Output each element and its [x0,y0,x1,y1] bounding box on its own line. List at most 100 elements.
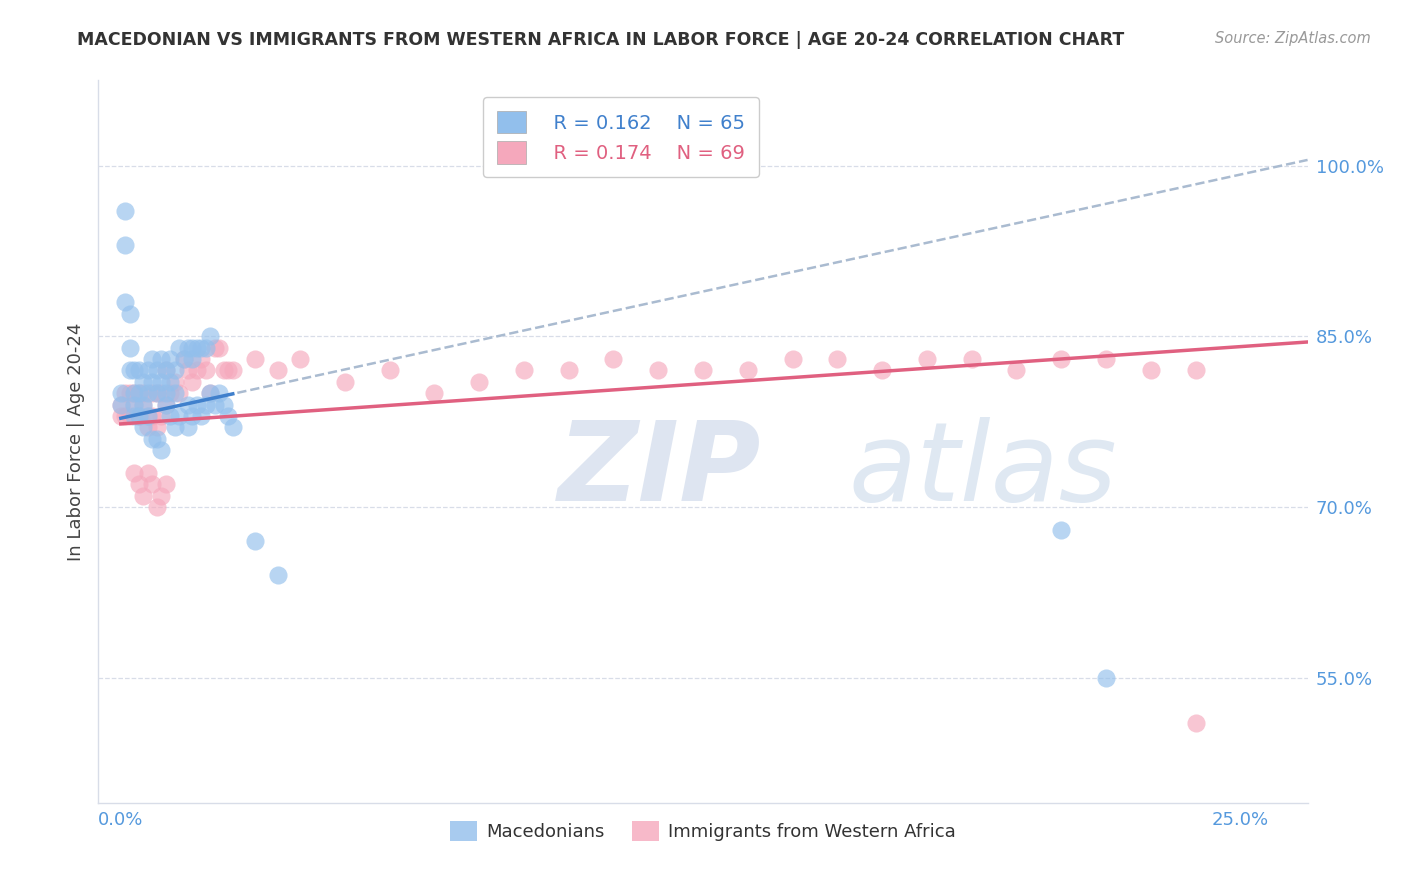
Point [150,409,173,423]
Point [181,375,204,389]
Point [200,329,222,343]
Point [163,375,186,389]
Text: ZIP: ZIP [558,417,762,524]
Point [128,386,150,401]
Point [204,398,226,412]
Point [1005,363,1028,377]
Point [1095,671,1118,685]
Point [159,386,181,401]
Point [468,375,491,389]
Point [186,398,208,412]
Point [266,568,288,582]
Point [114,386,136,401]
Point [132,489,155,503]
Point [513,363,536,377]
Point [136,466,159,480]
Point [136,409,159,423]
Text: atlas: atlas [848,417,1116,524]
Point [1050,523,1073,537]
Point [141,409,163,423]
Point [150,375,173,389]
Point [145,500,167,514]
Point [870,363,893,377]
Point [155,398,177,412]
Point [145,386,167,401]
Point [128,363,150,377]
Point [110,409,132,423]
Point [118,306,141,320]
Point [186,341,208,355]
Point [150,386,173,401]
Point [177,398,200,412]
Point [190,409,212,423]
Point [1184,716,1206,731]
Point [150,443,173,458]
Y-axis label: In Labor Force | Age 20-24: In Labor Force | Age 20-24 [66,322,84,561]
Point [190,352,212,367]
Point [132,386,155,401]
Point [122,398,145,412]
Point [167,409,190,423]
Point [212,363,235,377]
Point [155,386,177,401]
Point [110,386,132,401]
Point [915,352,938,367]
Point [118,341,141,355]
Point [960,352,983,367]
Point [114,295,136,310]
Point [181,409,204,423]
Point [200,386,222,401]
Point [423,386,446,401]
Point [1050,352,1073,367]
Point [204,341,226,355]
Point [141,386,163,401]
Point [128,409,150,423]
Point [217,363,239,377]
Point [155,477,177,491]
Point [827,352,849,367]
Point [122,466,145,480]
Point [212,398,235,412]
Point [181,341,204,355]
Point [692,363,714,377]
Point [737,363,759,377]
Point [159,352,181,367]
Point [208,341,231,355]
Point [122,363,145,377]
Point [128,477,150,491]
Point [136,386,159,401]
Point [177,420,200,434]
Point [190,341,212,355]
Point [110,398,132,412]
Point [243,352,266,367]
Point [1140,363,1163,377]
Point [177,363,200,377]
Point [122,409,145,423]
Point [163,386,186,401]
Point [132,398,155,412]
Point [132,398,155,412]
Point [141,375,163,389]
Point [114,409,136,423]
Point [136,363,159,377]
Point [602,352,624,367]
Point [128,409,150,423]
Text: MACEDONIAN VS IMMIGRANTS FROM WESTERN AFRICA IN LABOR FORCE | AGE 20-24 CORRELAT: MACEDONIAN VS IMMIGRANTS FROM WESTERN AF… [77,31,1125,49]
Point [114,238,136,252]
Point [167,386,190,401]
Point [136,409,159,423]
Point [163,363,186,377]
Point [557,363,579,377]
Point [159,409,181,423]
Point [132,420,155,434]
Point [114,204,136,219]
Point [1095,352,1118,367]
Point [118,363,141,377]
Point [288,352,311,367]
Point [181,352,204,367]
Point [194,341,217,355]
Point [647,363,669,377]
Point [167,341,190,355]
Point [159,375,181,389]
Point [122,398,145,412]
